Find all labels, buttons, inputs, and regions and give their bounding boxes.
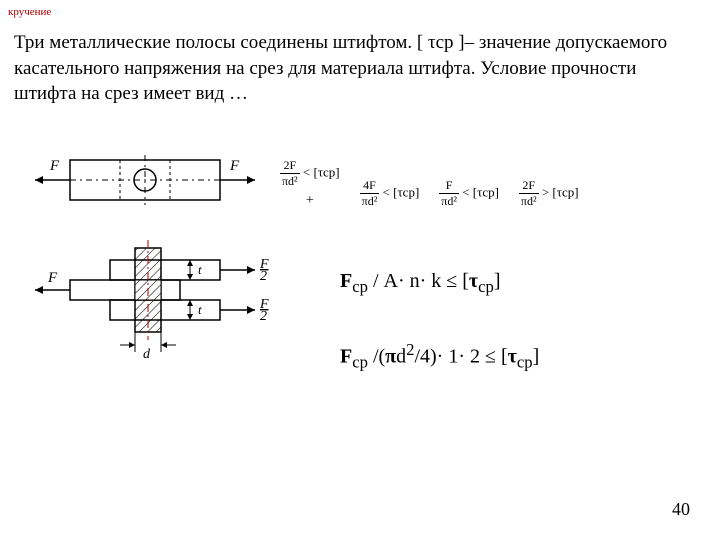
fig1-f-left: F xyxy=(49,158,60,174)
answer-d-rhs: > [τср] xyxy=(542,184,579,199)
page-number: 40 xyxy=(672,499,690,520)
equation-2: Fср /(πd2/4)· 1· 2 ≤ [τср] xyxy=(340,340,539,373)
answer-a-num: 2F xyxy=(280,158,300,174)
svg-text:2: 2 xyxy=(260,309,267,324)
topic-label: кручение xyxy=(8,6,51,18)
answer-c: Fπd² < [τср] xyxy=(439,178,499,209)
answer-b-rhs: < [τср] xyxy=(383,184,420,199)
fig1-f-right: F xyxy=(229,158,240,174)
answer-a: 2Fπd² < [τср] + xyxy=(280,158,340,209)
answer-row: 2Fπd² < [τср] + 4Fπd² < [τср] Fπd² < [τс… xyxy=(280,158,710,209)
correct-marker: + xyxy=(306,193,314,209)
answer-c-den: πd² xyxy=(439,194,459,209)
answer-a-rhs: < [τср] xyxy=(303,164,340,179)
svg-text:2: 2 xyxy=(260,269,267,284)
answer-c-num: F xyxy=(439,178,459,194)
figure-top-view: F F xyxy=(20,140,270,220)
answer-d-den: πd² xyxy=(519,194,539,209)
answer-a-den: πd² xyxy=(280,174,300,189)
fig2-f-left: F xyxy=(47,270,58,286)
figure-section-view: F F 2 F 2 t t d xyxy=(20,230,290,370)
answer-d-num: 2F xyxy=(519,178,539,194)
equation-1: Fср / A· n· k ≤ [τср] xyxy=(340,270,501,297)
fig2-d: d xyxy=(143,347,151,362)
answer-b-num: 4F xyxy=(360,178,380,194)
problem-text: Три металлические полосы соединены штифт… xyxy=(14,30,700,107)
fig2-t1: t xyxy=(198,262,202,277)
fig2-t2: t xyxy=(198,302,202,317)
answer-b: 4Fπd² < [τср] xyxy=(360,178,420,209)
answer-c-rhs: < [τср] xyxy=(462,184,499,199)
answer-d: 2Fπd² > [τср] xyxy=(519,178,579,209)
answer-b-den: πd² xyxy=(360,194,380,209)
